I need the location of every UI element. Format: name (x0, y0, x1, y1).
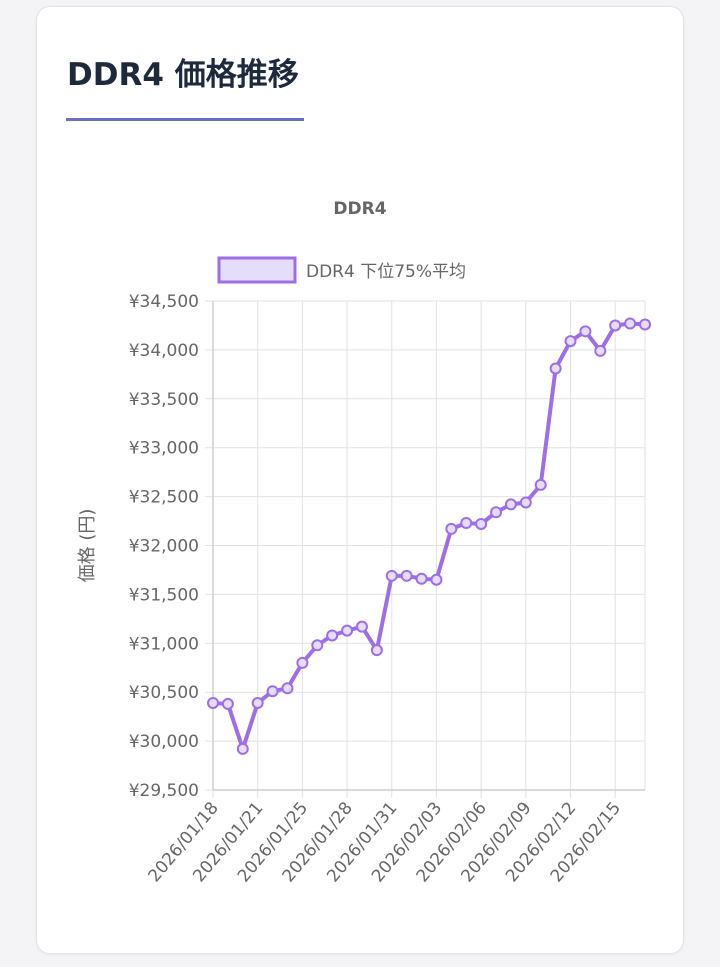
data-point[interactable] (208, 698, 218, 708)
y-tick-label: ¥30,000 (129, 732, 199, 752)
legend-swatch (219, 258, 295, 282)
data-point[interactable] (625, 318, 635, 328)
y-tick-labels: ¥34,500 ¥34,000 ¥33,500 ¥33,000 ¥32,500 ¥32,0… (129, 292, 199, 801)
data-point[interactable] (268, 686, 278, 696)
data-point[interactable] (610, 320, 620, 330)
data-point[interactable] (566, 336, 576, 346)
data-point[interactable] (223, 699, 233, 709)
data-point[interactable] (431, 575, 441, 585)
data-point[interactable] (282, 683, 292, 693)
data-point[interactable] (238, 744, 248, 754)
legend-label: DDR4 下位75%平均 (306, 262, 466, 282)
y-tick-label: ¥31,500 (129, 585, 199, 605)
y-tick-label: ¥33,000 (129, 439, 199, 459)
x-tick-labels: 2026/01/182026/01/212026/01/252026/01/28… (145, 798, 626, 886)
series-line (213, 323, 645, 748)
data-point[interactable] (327, 630, 337, 640)
data-point[interactable] (536, 480, 546, 490)
data-point[interactable] (595, 346, 605, 356)
chart-title: DDR4 (333, 199, 386, 219)
y-tick-label: ¥30,500 (129, 683, 199, 703)
data-point[interactable] (417, 574, 427, 584)
data-point[interactable] (312, 640, 322, 650)
data-point[interactable] (476, 519, 486, 529)
data-point[interactable] (372, 645, 382, 655)
data-point[interactable] (342, 626, 352, 636)
data-point[interactable] (297, 658, 307, 668)
data-point[interactable] (461, 518, 471, 528)
y-tick-label: ¥31,000 (129, 634, 199, 654)
y-tick-label: ¥29,500 (129, 781, 199, 801)
data-point[interactable] (357, 622, 367, 632)
data-point[interactable] (253, 698, 263, 708)
y-tick-label: ¥34,500 (129, 292, 199, 312)
data-point[interactable] (506, 499, 516, 509)
data-point[interactable] (387, 571, 397, 581)
data-point[interactable] (580, 326, 590, 336)
y-axis-label: 価格 (円) (77, 509, 98, 583)
data-point[interactable] (402, 571, 412, 581)
data-point[interactable] (446, 524, 456, 534)
data-point[interactable] (551, 363, 561, 373)
data-point[interactable] (521, 497, 531, 507)
y-tick-label: ¥32,500 (129, 488, 199, 508)
y-tick-label: ¥32,000 (129, 537, 199, 557)
line-chart: DDR4 DDR4 下位75%平均 価格 (円) ¥34,500¥34,000¥… (37, 7, 683, 953)
data-points[interactable] (208, 318, 650, 753)
chart-card: DDR4 価格推移 DDR4 DDR4 下位75%平均 価格 (円) ¥34,5… (36, 6, 684, 954)
grid-lines (205, 301, 645, 798)
data-point[interactable] (640, 319, 650, 329)
y-tick-label: ¥34,000 (129, 341, 199, 361)
legend[interactable]: DDR4 下位75%平均 (219, 258, 466, 282)
y-tick-label: ¥33,500 (129, 390, 199, 410)
data-point[interactable] (491, 507, 501, 517)
